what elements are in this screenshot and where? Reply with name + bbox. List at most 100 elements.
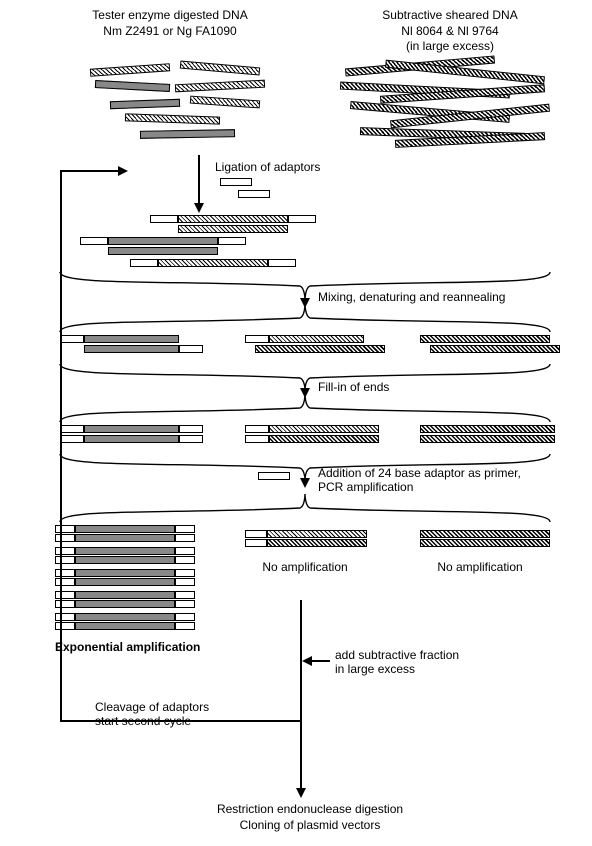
addition-label: Addition of 24 base adaptor as primer, P… bbox=[318, 466, 521, 494]
adaptor-bar bbox=[179, 345, 203, 353]
adaptor-bar bbox=[218, 237, 246, 245]
adaptor-bar bbox=[175, 556, 195, 564]
dna-bar bbox=[420, 425, 555, 433]
brace-icon bbox=[55, 494, 555, 524]
adaptor-bar bbox=[130, 259, 158, 267]
adaptor-bar bbox=[55, 556, 75, 564]
subtractive-header-line1: Subtractive sheared DNA bbox=[340, 8, 560, 24]
after-ligation-cluster bbox=[80, 215, 340, 270]
dna-bar bbox=[84, 335, 179, 343]
primer-bar bbox=[258, 472, 290, 480]
dna-bar bbox=[108, 247, 218, 255]
adaptor-bar bbox=[80, 237, 108, 245]
adaptor-bar bbox=[175, 622, 195, 630]
arrow-head-icon bbox=[296, 788, 306, 798]
adaptor-bar bbox=[175, 578, 195, 586]
dna-bar bbox=[180, 61, 260, 76]
after-mixing-row bbox=[60, 335, 560, 361]
subtractive-header: Subtractive sheared DNA Nl 8064 & Nl 976… bbox=[340, 8, 560, 55]
dna-bar bbox=[430, 345, 560, 353]
adaptor-bar bbox=[175, 547, 195, 555]
adaptor-bar bbox=[245, 539, 267, 547]
subtractive-header-line2: Nl 8064 & Nl 9764 bbox=[340, 24, 560, 40]
final-label: Restriction endonuclease digestion Cloni… bbox=[180, 802, 440, 833]
dna-bar bbox=[75, 613, 175, 621]
adaptor-bar bbox=[55, 578, 75, 586]
subtractive-dna-cluster bbox=[335, 58, 565, 158]
arrow bbox=[198, 155, 200, 205]
dna-bar bbox=[267, 539, 367, 547]
dna-bar bbox=[84, 425, 179, 433]
dna-bar bbox=[420, 539, 550, 547]
arrow bbox=[60, 170, 120, 172]
dna-bar bbox=[75, 622, 175, 630]
adaptor-bar bbox=[245, 435, 269, 443]
dna-bar bbox=[178, 225, 288, 233]
exponential-label: Exponential amplification bbox=[55, 640, 200, 654]
dna-bar bbox=[75, 591, 175, 599]
ligation-label: Ligation of adaptors bbox=[215, 160, 320, 174]
adaptor-bar bbox=[60, 335, 84, 343]
dna-bar bbox=[125, 113, 220, 124]
arrow-head-icon bbox=[194, 203, 204, 213]
cleavage-label: Cleavage of adaptors start second cycle bbox=[95, 700, 209, 728]
dna-bar bbox=[95, 80, 170, 92]
adaptor-bar bbox=[245, 530, 267, 538]
dna-bar bbox=[269, 425, 379, 433]
brace-icon bbox=[55, 304, 555, 334]
adaptor-bar bbox=[55, 534, 75, 542]
adaptor-bar bbox=[55, 622, 75, 630]
mixing-label: Mixing, denaturing and reannealing bbox=[318, 290, 505, 304]
cleavage-line2: start second cycle bbox=[95, 714, 209, 728]
dna-bar bbox=[110, 99, 180, 109]
tester-header-line2: Nm Z2491 or Ng FA1090 bbox=[60, 24, 280, 40]
adaptor-bar bbox=[175, 600, 195, 608]
dna-bar bbox=[140, 129, 235, 139]
adaptor-bar bbox=[55, 525, 75, 533]
tester-header: Tester enzyme digested DNA Nm Z2491 or N… bbox=[60, 8, 280, 39]
dna-bar bbox=[75, 600, 175, 608]
add-subtractive-line2: in large excess bbox=[335, 662, 459, 676]
dna-bar bbox=[269, 335, 364, 343]
dna-bar bbox=[267, 530, 367, 538]
arrow-head-icon bbox=[300, 478, 310, 488]
adaptor-bar bbox=[55, 600, 75, 608]
dna-bar bbox=[190, 96, 260, 109]
adaptor-bar bbox=[245, 425, 269, 433]
dna-bar bbox=[84, 435, 179, 443]
add-subtractive-label: add subtractive fraction in large excess bbox=[335, 648, 459, 676]
addition-line1: Addition of 24 base adaptor as primer, bbox=[318, 466, 521, 480]
adaptor-bar bbox=[175, 613, 195, 621]
arrow bbox=[312, 660, 330, 662]
adaptor-bar bbox=[175, 525, 195, 533]
fillin-label: Fill-in of ends bbox=[318, 380, 389, 394]
tester-dna-cluster bbox=[80, 60, 280, 150]
adaptor-bar bbox=[220, 178, 252, 186]
dna-bar bbox=[269, 435, 379, 443]
dna-bar bbox=[84, 345, 179, 353]
after-fillin-row bbox=[60, 425, 560, 451]
arrow-head-icon bbox=[118, 166, 128, 176]
dna-bar bbox=[175, 80, 265, 93]
adaptor-bar bbox=[179, 425, 203, 433]
noamp-label-1: No amplification bbox=[250, 560, 360, 576]
dna-bar bbox=[75, 547, 175, 555]
dna-bar bbox=[420, 335, 550, 343]
add-subtractive-line1: add subtractive fraction bbox=[335, 648, 459, 662]
adaptor-bar bbox=[179, 435, 203, 443]
dna-bar bbox=[75, 556, 175, 564]
dna-bar bbox=[178, 215, 288, 223]
brace-icon bbox=[55, 394, 555, 424]
subtractive-header-line3: (in large excess) bbox=[340, 39, 560, 55]
arrow bbox=[60, 170, 62, 722]
arrow-head-icon bbox=[302, 656, 312, 666]
adaptor-bar bbox=[60, 435, 84, 443]
adaptor-bar bbox=[175, 569, 195, 577]
addition-line2: PCR amplification bbox=[318, 480, 521, 494]
adaptor-bar bbox=[55, 547, 75, 555]
exponential-stack bbox=[55, 525, 215, 625]
dna-bar bbox=[108, 237, 218, 245]
dna-bar bbox=[75, 569, 175, 577]
noamp-label-2: No amplification bbox=[420, 560, 540, 576]
final-line2: Cloning of plasmid vectors bbox=[180, 818, 440, 834]
